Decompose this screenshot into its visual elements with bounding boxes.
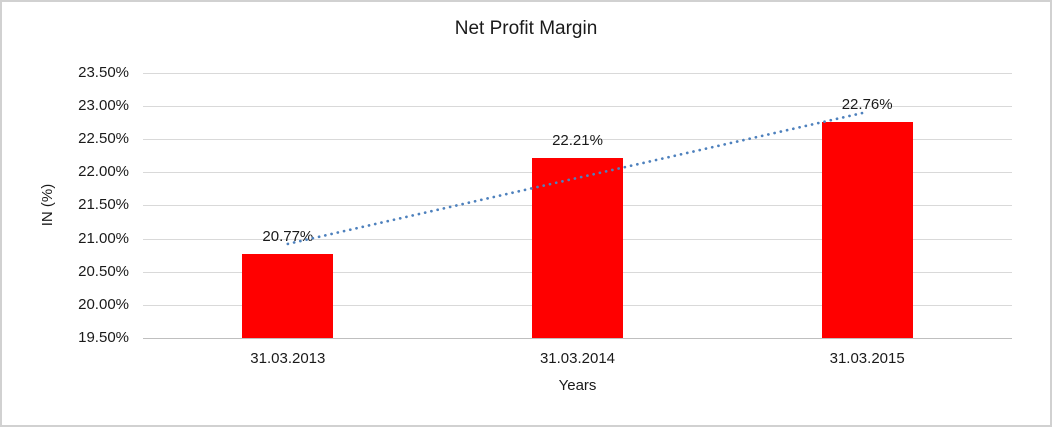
- x-tick-label: 31.03.2015: [829, 350, 905, 367]
- y-tick-label: 22.00%: [78, 163, 129, 181]
- x-axis-title: Years: [558, 377, 597, 394]
- y-tick-label: 23.00%: [78, 96, 129, 114]
- x-axis-line: [143, 338, 1012, 339]
- y-tick-label: 21.00%: [78, 229, 129, 247]
- y-tick-label: 23.50%: [78, 63, 129, 81]
- y-tick-label: 22.50%: [78, 130, 129, 148]
- bar-data-label: 22.21%: [552, 132, 603, 150]
- bar-data-label: 20.77%: [262, 227, 314, 245]
- y-tick-label: 21.50%: [78, 196, 129, 214]
- bar: [532, 158, 623, 338]
- bar: [821, 121, 913, 338]
- x-tick-label: 31.03.2014: [539, 350, 616, 367]
- y-tick-label: 20.00%: [78, 295, 129, 313]
- bar: [242, 253, 334, 338]
- gridline: [143, 105, 1012, 107]
- y-tick-label: 19.50%: [78, 329, 129, 346]
- chart-title: Net Profit Margin: [454, 18, 598, 39]
- gridline: [143, 72, 1012, 74]
- x-tick-label: 31.03.2013: [250, 350, 326, 367]
- y-tick-label: 20.50%: [78, 262, 129, 280]
- bar-data-label: 22.76%: [841, 95, 893, 113]
